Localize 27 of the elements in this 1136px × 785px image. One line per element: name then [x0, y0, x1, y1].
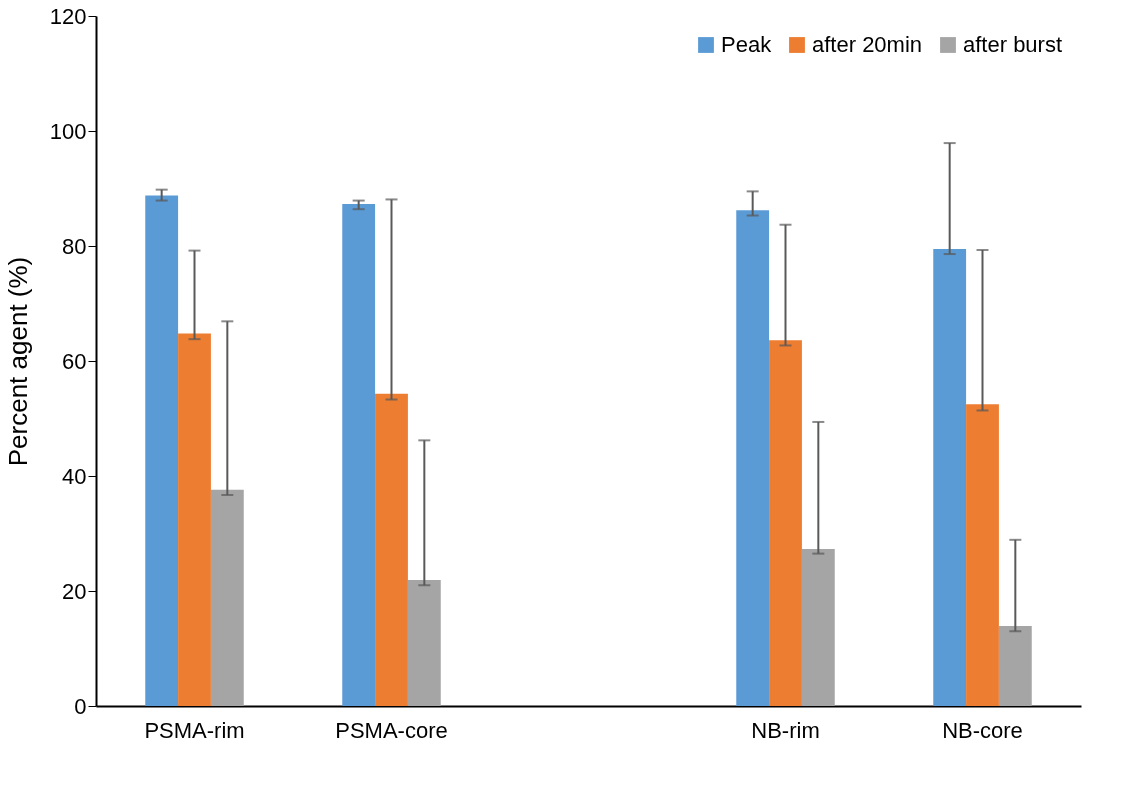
bar — [145, 195, 179, 706]
bar — [769, 340, 802, 706]
x-tick-label: NB-core — [942, 717, 1023, 743]
bar — [933, 248, 967, 706]
y-tick-label: 60 — [62, 348, 87, 374]
y-tick-label: 20 — [62, 578, 87, 604]
y-tick-label: 40 — [62, 463, 87, 489]
bar — [966, 404, 999, 706]
bar — [736, 210, 770, 706]
bar — [178, 333, 211, 706]
y-axis-title: Percent agent (%) — [2, 256, 33, 467]
bar — [210, 489, 244, 706]
bar — [342, 204, 376, 706]
bar — [998, 626, 1032, 706]
y-tick-label: 120 — [49, 3, 87, 29]
y-tick-label: 80 — [62, 233, 87, 259]
bar — [407, 580, 441, 706]
x-tick-label: PSMA-core — [335, 717, 448, 743]
bar — [375, 393, 408, 706]
legend-label: after 20min — [812, 32, 923, 57]
x-tick-label: PSMA-rim — [144, 717, 245, 743]
y-tick-label: 100 — [49, 118, 87, 144]
bar — [801, 549, 835, 706]
x-tick-label: NB-rim — [751, 717, 820, 743]
legend-label: Peak — [721, 32, 773, 57]
legend-label: after burst — [963, 32, 1063, 57]
y-tick-label: 0 — [74, 693, 87, 719]
